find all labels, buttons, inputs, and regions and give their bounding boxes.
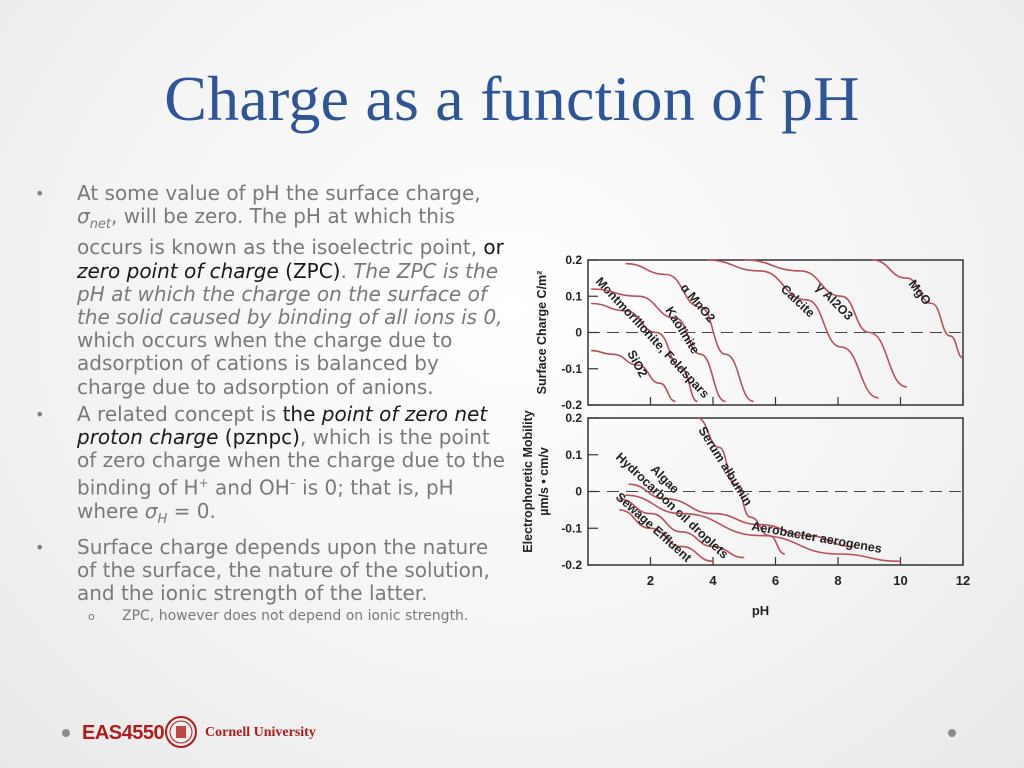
text-span: the (282, 401, 322, 426)
term-zpc: zero point of charge (77, 258, 279, 283)
sub-bullet-marker: o (88, 610, 95, 624)
sigma-symbol: σ (77, 204, 90, 229)
slide-body: • At some value of pH the surface charge… (35, 181, 505, 624)
series-line (619, 509, 714, 563)
x-tick-label: 4 (709, 573, 717, 588)
y-tick-label: 0.1 (565, 448, 582, 462)
y-tick-label: -0.1 (561, 362, 582, 376)
university-name: Cornell University (205, 725, 316, 740)
bullet-pznpc: • A related concept is the point of zero… (35, 401, 505, 532)
series-line (591, 349, 676, 403)
y-tick-label: -0.1 (561, 521, 582, 535)
series-label: Sewage Effluent (613, 490, 695, 566)
bullet-marker: • (35, 537, 45, 557)
course-code: EAS4550 (82, 722, 165, 744)
x-tick-label: 8 (834, 573, 841, 588)
text-span: A related concept is (77, 401, 283, 426)
text-span: = 0. (167, 499, 216, 524)
series-line (872, 259, 964, 359)
y-tick-label: -0.2 (561, 558, 582, 572)
footer-dot-right (948, 729, 956, 737)
footer-dot-left (62, 729, 70, 737)
y-axis-label: Electrophoretic Mobility (521, 410, 535, 552)
text-span: At some value of pH the surface charge, (77, 181, 481, 205)
text-span: . (340, 258, 354, 283)
text-span: (ZPC) (278, 258, 341, 283)
text-span: is 0; that is, pH where (77, 476, 454, 524)
sigma-subscript: net (89, 217, 112, 233)
superscript: – (289, 476, 296, 491)
superscript: + (198, 476, 209, 491)
slide-title: Charge as a function of pH (164, 63, 860, 134)
series-label: Aerobacter aerogenes (750, 519, 882, 556)
y-tick-label: 0.2 (565, 253, 582, 267)
y-axis-label-units: µm/s • cm/v (537, 447, 551, 516)
text-span: (pznpc) (218, 425, 300, 450)
y-tick-label: 0 (575, 326, 582, 340)
y-tick-label: 0.2 (565, 411, 582, 425)
bullet-marker: • (35, 404, 45, 424)
x-tick-label: 12 (956, 573, 970, 588)
text-span: ZPC, however does not depend on ionic st… (122, 608, 469, 625)
text-span: , will be zero. The pH at which this occ… (77, 204, 484, 260)
term-pznpc: point of zero net proton charge (77, 401, 488, 450)
sigma-subscript: H (157, 512, 168, 528)
x-axis-label: pH (752, 603, 769, 618)
y-tick-label: 0 (575, 485, 582, 499)
bullet-zpc: • At some value of pH the surface charge… (35, 181, 505, 399)
series-line (706, 259, 879, 399)
y-tick-label: -0.2 (561, 398, 582, 412)
series-line (619, 498, 745, 559)
cornell-seal-logo (165, 716, 197, 748)
bullet-marker: • (35, 184, 45, 203)
text-span: which occurs when the charge due to adso… (77, 328, 453, 399)
series-line (625, 262, 754, 403)
series-line (591, 288, 726, 403)
series-line (628, 483, 854, 548)
series-label: Serum albumin (695, 424, 755, 508)
definition-zpc: The ZPC is the pH at which the charge on… (77, 258, 503, 330)
series-line (591, 302, 698, 403)
series-line (744, 259, 907, 388)
y-tick-label: 0.1 (565, 289, 582, 303)
x-tick-label: 2 (647, 573, 654, 588)
sub-bullet-ionic-strength: o ZPC, however does not depend on ionic … (35, 609, 505, 624)
x-tick-label: 10 (893, 573, 907, 588)
y-axis-label: Surface Charge C/m² (535, 271, 549, 395)
text-span: Surface charge depends upon the nature o… (77, 534, 490, 605)
bullet-surface-charge: • Surface charge depends upon the nature… (35, 534, 505, 606)
x-tick-label: 6 (772, 573, 779, 588)
text-span: , which is the point of zero charge when… (77, 425, 505, 501)
series-label: SiO2 (624, 348, 650, 380)
text-span: or (483, 235, 504, 260)
series-line (625, 494, 901, 563)
text-span: and OH (208, 476, 290, 501)
electrophoretic-mobility-panel: 0.2 0.1 0 -0.1 -0.2 2 4 6 8 10 12 pH Electrophoretic… (521, 410, 970, 618)
sigma-symbol: σ (144, 499, 158, 524)
